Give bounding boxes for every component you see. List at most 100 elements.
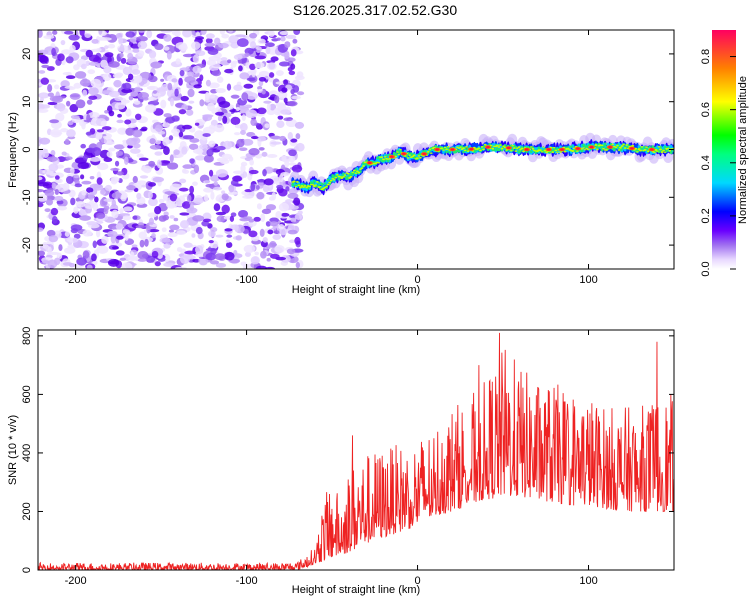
noise-blob: [124, 119, 132, 125]
noise-blob: [275, 70, 284, 76]
noise-blob: [104, 116, 110, 122]
signal-track-segment: [403, 155, 407, 157]
noise-blob: [290, 49, 297, 57]
signal-track-segment: [512, 147, 516, 149]
signal-track-segment: [557, 150, 561, 154]
noise-blob: [188, 100, 195, 104]
noise-blob: [67, 120, 74, 126]
noise-blob: [130, 251, 135, 260]
noise-blob: [74, 183, 83, 188]
noise-blob: [51, 96, 63, 103]
noise-blob: [283, 51, 290, 60]
signal-peak-core: [506, 146, 511, 150]
noise-blob: [81, 122, 86, 130]
signal-track-segment: [457, 147, 461, 149]
noise-blob: [221, 33, 230, 39]
signal-track-segment: [429, 152, 433, 154]
noise-blob: [199, 99, 205, 107]
noise-blob: [242, 171, 248, 178]
noise-blob: [284, 160, 290, 168]
spectrogram-noise-layer: [38, 30, 305, 269]
signal-track-segment: [377, 162, 381, 164]
noise-blob: [232, 175, 243, 182]
signal-peak-core: [546, 148, 551, 151]
signal-track-segment: [292, 180, 296, 183]
noise-blob: [149, 144, 162, 150]
signal-peak-core: [486, 146, 490, 149]
noise-blob: [38, 188, 45, 193]
noise-blob: [169, 154, 174, 163]
noise-blob: [123, 156, 129, 165]
noise-blob: [134, 86, 142, 93]
y-tick-label: -20: [21, 237, 33, 253]
noise-blob: [288, 149, 297, 157]
noise-blob: [122, 215, 131, 221]
signal-track-segment: [326, 178, 330, 182]
noise-blob: [192, 215, 205, 222]
signal-track-segment: [312, 179, 316, 183]
noise-blob: [189, 185, 195, 194]
noise-blob: [65, 156, 73, 161]
noise-blob: [206, 33, 215, 39]
signal-track-segment: [497, 146, 501, 148]
noise-blob: [137, 258, 147, 262]
noise-blob: [154, 151, 163, 156]
signal-track-segment: [297, 184, 301, 187]
signal-track-segment: [346, 172, 350, 175]
signal-track-segment: [656, 150, 659, 152]
noise-blob: [286, 248, 296, 255]
noise-blob: [126, 184, 136, 191]
noise-blob: [82, 250, 90, 259]
noise-blob: [72, 237, 78, 243]
noise-blob: [171, 78, 178, 83]
signal-track-segment: [659, 148, 662, 151]
noise-blob: [192, 148, 204, 154]
noise-blob: [288, 162, 297, 166]
noise-blob: [208, 140, 216, 147]
noise-blob: [132, 175, 138, 183]
noise-blob: [243, 83, 254, 89]
noise-blob: [278, 61, 290, 67]
noise-blob: [260, 213, 266, 223]
noise-blob: [256, 107, 267, 115]
signal-track-segment: [394, 155, 398, 158]
noise-blob: [190, 41, 201, 50]
noise-blob: [84, 202, 95, 210]
noise-blob: [65, 56, 74, 64]
signal-track-segment: [295, 181, 299, 183]
noise-blob: [242, 195, 254, 199]
noise-blob: [165, 240, 174, 245]
noise-blob: [65, 175, 74, 184]
noise-blob: [215, 262, 227, 268]
noise-blob: [178, 131, 184, 138]
noise-blob: [147, 191, 153, 200]
noise-blob: [38, 70, 46, 74]
noise-blob: [97, 162, 109, 171]
signal-track-segment: [322, 187, 325, 190]
noise-blob: [88, 95, 98, 100]
noise-blob: [269, 103, 277, 111]
signal-track-segment: [320, 182, 324, 186]
noise-blob: [111, 209, 119, 219]
noise-blob: [68, 262, 76, 268]
noise-blob: [69, 93, 81, 100]
y-tick-label: 0: [21, 567, 33, 573]
noise-blob: [205, 79, 211, 87]
noise-blob: [226, 234, 233, 238]
noise-blob: [82, 229, 92, 237]
noise-blob: [211, 70, 222, 77]
noise-blob: [262, 236, 268, 243]
x-tick-label: 0: [414, 575, 420, 587]
noise-blob: [256, 136, 267, 142]
spectrogram-x-axis-label: Height of straight line (km): [292, 284, 420, 296]
noise-blob: [181, 104, 189, 111]
noise-blob: [215, 169, 228, 178]
signal-track-segment: [479, 149, 482, 152]
noise-blob: [108, 90, 120, 98]
noise-blob: [141, 184, 147, 188]
noise-blob: [228, 35, 239, 44]
noise-blob: [91, 38, 99, 44]
signal-track-segment: [340, 177, 344, 179]
signal-track-segment: [300, 185, 304, 187]
colorbar: 0.0 0.2 0.4 0.6 0.8 Normalized spectral ampl…: [700, 30, 749, 277]
